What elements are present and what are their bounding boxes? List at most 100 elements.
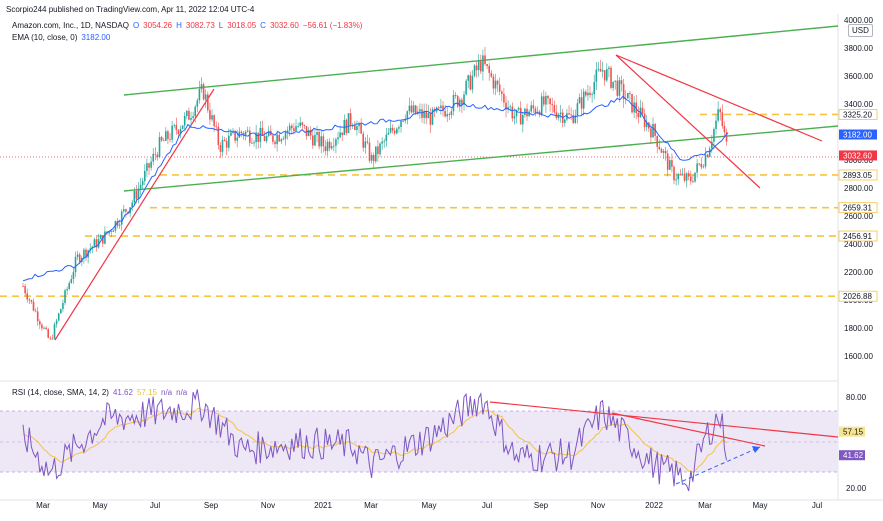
rsi-downtrend-line-1[interactable] [489, 401, 839, 438]
candle-body [620, 80, 623, 85]
rsi-legend[interactable]: RSI (14, close, SMA, 14, 2) 41.62 57.15 n/a… [12, 388, 191, 397]
price-tick-label: 3400.00 [844, 100, 873, 109]
candle-body [486, 64, 488, 66]
candle-body [171, 125, 173, 140]
price-tag [839, 150, 877, 161]
candle-body [536, 111, 539, 114]
candle-body [196, 100, 199, 107]
currency-button[interactable]: USD [848, 24, 873, 37]
candle-body [377, 146, 379, 155]
high-value: 3082.73 [185, 21, 215, 30]
price-tag [838, 230, 878, 242]
candle-body [272, 135, 274, 142]
candle-body [64, 290, 66, 303]
candle-body [95, 239, 98, 248]
candle-body [244, 131, 247, 136]
candle-body [314, 135, 316, 146]
candle-body [183, 115, 186, 126]
candle-body [629, 93, 631, 95]
rsi-label[interactable]: RSI (14, close, SMA, 14, 2) [12, 388, 109, 397]
candle-body [427, 113, 430, 119]
candle-body [26, 293, 29, 300]
symbol-name[interactable]: Amazon.com, Inc., 1D, NASDAQ [12, 21, 129, 30]
candle-body [444, 110, 446, 117]
ema-legend[interactable]: EMA (10, close, 0) 3182.00 [12, 33, 114, 42]
candle-body [419, 109, 421, 112]
symbol-legend[interactable]: Amazon.com, Inc., 1D, NASDAQ O 3054.26 H 308… [12, 21, 366, 30]
candle-body [45, 327, 47, 330]
price-tag-label: 3325.20 [843, 110, 872, 119]
candle-body [410, 105, 413, 113]
change-value: −56.61 (−1.83%) [302, 21, 363, 30]
candle-body [694, 172, 696, 182]
rsi-line[interactable] [22, 389, 727, 492]
candle-body [385, 134, 388, 141]
candle-body [188, 110, 190, 120]
ema-line[interactable] [22, 95, 729, 282]
candle-body [513, 116, 516, 119]
candle-body [606, 69, 608, 81]
candle-body [501, 91, 503, 94]
ema-label[interactable]: EMA (10, close, 0) [12, 33, 78, 42]
time-tick-label: 2022 [645, 501, 663, 510]
candle-body [559, 112, 562, 115]
candle-body [53, 324, 56, 339]
candle-body [284, 132, 287, 139]
candle-body [641, 107, 644, 114]
candle-body [597, 68, 600, 70]
candle-body [505, 102, 507, 110]
support-lines[interactable] [0, 113, 838, 298]
candle-body [303, 125, 306, 127]
rsi-arrow-head [752, 446, 760, 453]
rsi-uptrend-line[interactable] [675, 446, 761, 485]
candle-body [702, 166, 705, 168]
candle-body [706, 154, 709, 157]
candle-body [576, 103, 579, 116]
candle-body [51, 338, 54, 340]
candle-body [339, 132, 341, 138]
time-tick-label: May [421, 501, 436, 510]
candle-body [660, 149, 663, 153]
candle-body [43, 327, 45, 329]
candle-body [633, 102, 635, 113]
time-axis[interactable]: Mar May Jul Sep Nov 2021 Mar May Jul Sep Nov 2022 Ma… [36, 501, 822, 510]
candle-body [582, 91, 585, 109]
candle-body [70, 279, 73, 283]
downtrend-line-1[interactable] [615, 54, 823, 142]
candle-body [47, 329, 50, 338]
rsi-axis[interactable]: 80.00 20.00 [846, 393, 867, 493]
downtrend-line-2[interactable] [615, 54, 761, 189]
candle-body [652, 124, 654, 138]
candle-body [207, 94, 209, 111]
price-tick-label: 1600.00 [844, 352, 873, 361]
candle-body [22, 286, 24, 287]
candle-body [490, 72, 493, 77]
ema-value: 3182.00 [81, 33, 111, 42]
rsi-tag-label: 41.62 [843, 451, 864, 460]
candle-body [522, 115, 524, 125]
channel-lower-line[interactable] [123, 125, 839, 192]
candle-body [305, 126, 308, 137]
uptrend-line[interactable] [54, 88, 215, 341]
high-label: H [176, 21, 182, 30]
candle-body [406, 111, 409, 120]
candle-body [66, 288, 68, 291]
price-axis[interactable]: 4000.00 3800.00 3600.00 3400.00 3000.00 2800.… [844, 16, 873, 361]
candle-body [255, 132, 257, 143]
time-tick-label: Jul [482, 501, 492, 510]
candle-body [711, 141, 713, 149]
candle-body [242, 132, 245, 136]
candle-body [358, 123, 360, 127]
candle-body [398, 127, 400, 129]
candle-body [662, 150, 665, 153]
candle-body [181, 125, 184, 129]
candle-body [215, 126, 218, 128]
time-tick-label: May [752, 501, 767, 510]
candle-body [673, 166, 675, 181]
candle-body [585, 91, 587, 96]
candle-body [192, 116, 194, 118]
rsi-downtrend-line-2[interactable] [611, 412, 766, 447]
candle-body [519, 107, 522, 125]
candle-body [492, 76, 495, 89]
